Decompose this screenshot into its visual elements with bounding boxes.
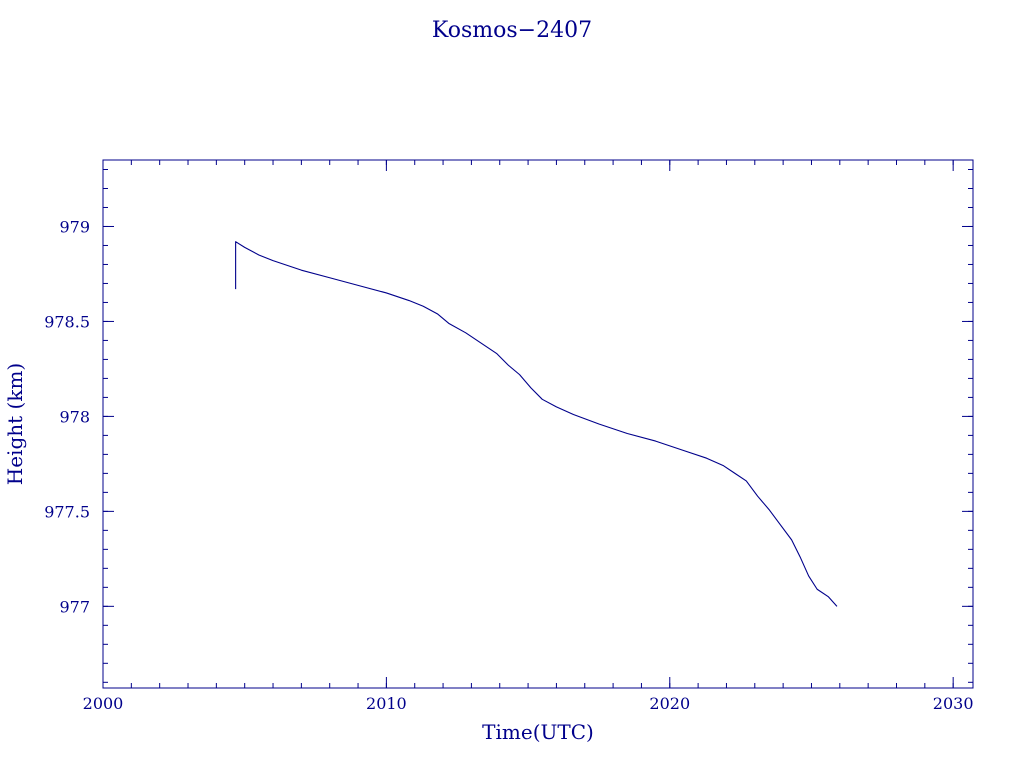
chart-title: Kosmos−2407	[432, 18, 592, 43]
series-layer	[235, 241, 838, 607]
tick-labels: 2000 2010 2020 2030 977 977.5 978 978.5 979	[44, 217, 973, 713]
x-tick-label: 2010	[366, 694, 407, 713]
x-tick-label: 2000	[83, 694, 124, 713]
major-ticks	[102, 160, 973, 688]
x-tick-label: 2030	[933, 694, 974, 713]
plot-frame	[102, 159, 974, 689]
x-tick-label: 2020	[649, 694, 690, 713]
y-tick-label: 978.5	[44, 312, 90, 331]
y-tick-label: 977.5	[44, 502, 90, 521]
y-tick-label: 977	[59, 597, 90, 616]
minor-ticks	[102, 160, 973, 688]
y-tick-label: 979	[59, 217, 90, 236]
series-line	[235, 241, 838, 607]
x-axis-title: Time(UTC)	[482, 720, 594, 744]
y-tick-label: 978	[59, 407, 90, 426]
y-axis-title: Height (km)	[3, 363, 27, 485]
